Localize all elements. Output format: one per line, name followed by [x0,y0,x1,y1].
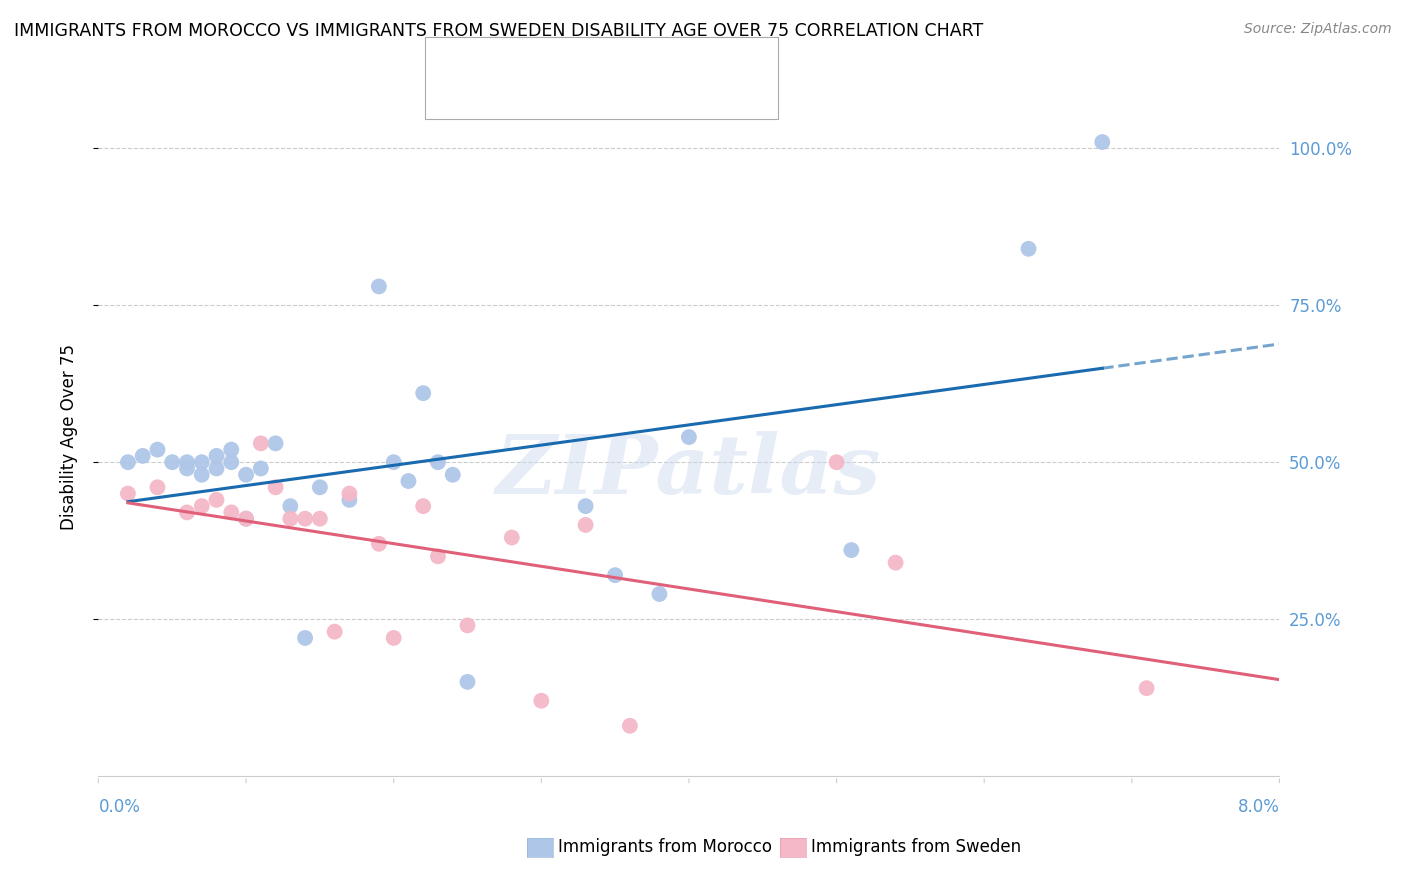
Point [382,631,405,645]
Point [309,511,332,525]
Text: 34: 34 [630,48,654,66]
Point [323,624,346,639]
Point [368,537,391,551]
Point [176,461,198,475]
Point [427,549,450,564]
Text: 0.0%: 0.0% [98,798,141,816]
Text: Immigrants from Sweden: Immigrants from Sweden [811,838,1021,856]
Point [841,543,863,558]
Point [117,486,139,500]
Point [678,430,700,444]
Point [235,467,257,482]
Point [294,511,316,525]
Text: IMMIGRANTS FROM MOROCCO VS IMMIGRANTS FROM SWEDEN DISABILITY AGE OVER 75 CORRELA: IMMIGRANTS FROM MOROCCO VS IMMIGRANTS FR… [14,22,983,40]
Point [412,499,434,513]
Point [441,467,464,482]
Y-axis label: Disability Age Over 75: Disability Age Over 75 [59,344,77,530]
Text: Immigrants from Morocco: Immigrants from Morocco [558,838,772,856]
Point [1136,681,1159,695]
Point [427,455,450,469]
Point [221,455,243,469]
Point [382,455,405,469]
Text: R =: R = [478,48,509,66]
Point [1091,135,1114,149]
Point [176,505,198,519]
Point [309,480,332,494]
Point [250,461,273,475]
Point [294,631,316,645]
Point [250,436,273,450]
Point [235,511,257,525]
Text: Source: ZipAtlas.com: Source: ZipAtlas.com [1244,22,1392,37]
Point [176,455,198,469]
Point [280,511,302,525]
Point [146,480,169,494]
Point [264,436,287,450]
Point [146,442,169,457]
Text: -0.500: -0.500 [517,90,576,108]
Point [457,618,479,632]
Point [339,486,361,500]
Point [205,492,228,507]
Point [191,467,214,482]
Point [205,449,228,463]
Point [191,499,214,513]
Text: 26: 26 [630,90,652,108]
Point [221,505,243,519]
Point [648,587,671,601]
Point [132,449,155,463]
Point [398,474,420,488]
Point [264,480,287,494]
Point [235,511,257,525]
Point [884,556,907,570]
Point [280,499,302,513]
Text: 8.0%: 8.0% [1237,798,1279,816]
Point [117,455,139,469]
Point [530,694,553,708]
Point [501,531,523,545]
Text: ZIPatlas: ZIPatlas [496,431,882,511]
Point [1018,242,1040,256]
Point [575,518,598,533]
Point [205,461,228,475]
Text: N =: N = [598,90,628,108]
Point [619,719,641,733]
Point [605,568,627,582]
Point [575,499,598,513]
Point [221,442,243,457]
Point [412,386,434,401]
Text: 0.281: 0.281 [517,48,582,66]
Point [339,492,361,507]
Point [191,455,214,469]
Text: R =: R = [478,90,509,108]
Text: N =: N = [598,48,628,66]
Point [825,455,848,469]
Point [162,455,183,469]
Point [457,674,479,689]
Point [368,279,391,293]
